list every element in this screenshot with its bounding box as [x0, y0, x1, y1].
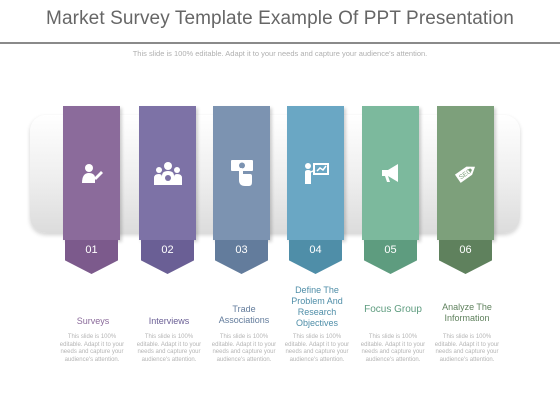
step-card-2 — [139, 106, 196, 240]
step-label-2: Interviews — [148, 316, 190, 326]
person-writing-icon — [77, 158, 107, 188]
step-label-6: Analyze The Information — [442, 302, 492, 323]
step-desc-1: This slide is 100% editable. Adapt it to… — [59, 334, 125, 363]
step-tab-1: 01 — [65, 240, 118, 274]
step-number-6: 06 — [459, 244, 472, 256]
step-desc-5: This slide is 100% editable. Adapt it to… — [360, 334, 426, 363]
step-number-4: 04 — [309, 244, 322, 256]
step-card-5 — [362, 106, 419, 240]
title-divider — [0, 42, 560, 44]
group-icon — [153, 158, 183, 188]
step-card-6: SEO — [437, 106, 494, 240]
step-label-4: Define The Problem And Research Objectiv… — [291, 285, 343, 328]
step-tab-6: 06 — [439, 240, 492, 274]
step-desc-6: This slide is 100% editable. Adapt it to… — [434, 334, 500, 363]
seo-tag-icon: SEO — [451, 158, 481, 188]
step-tab-5: 05 — [364, 240, 417, 274]
money-hand-icon — [227, 158, 257, 188]
step-desc-2: This slide is 100% editable. Adapt it to… — [136, 334, 202, 363]
step-tab-3: 03 — [215, 240, 268, 274]
step-desc-4: This slide is 100% editable. Adapt it to… — [284, 334, 350, 363]
step-desc-3: This slide is 100% editable. Adapt it to… — [211, 334, 277, 363]
step-card-3 — [213, 106, 270, 240]
presenter-board-icon — [301, 158, 331, 188]
slide-title: Market Survey Template Example Of PPT Pr… — [46, 8, 514, 29]
slide-subtitle: This slide is 100% editable. Adapt it to… — [132, 49, 428, 58]
step-card-1 — [63, 106, 120, 240]
step-card-4 — [287, 106, 344, 240]
step-label-5: Focus Group — [364, 304, 422, 315]
step-number-3: 03 — [235, 244, 248, 256]
step-number-1: 01 — [85, 244, 98, 256]
megaphone-icon — [376, 158, 406, 188]
step-number-2: 02 — [161, 244, 174, 256]
step-tab-2: 02 — [141, 240, 194, 274]
step-label-3: Trade Associations — [218, 304, 270, 325]
step-tab-4: 04 — [289, 240, 342, 274]
step-number-5: 05 — [384, 244, 397, 256]
step-label-1: Surveys — [76, 316, 110, 326]
